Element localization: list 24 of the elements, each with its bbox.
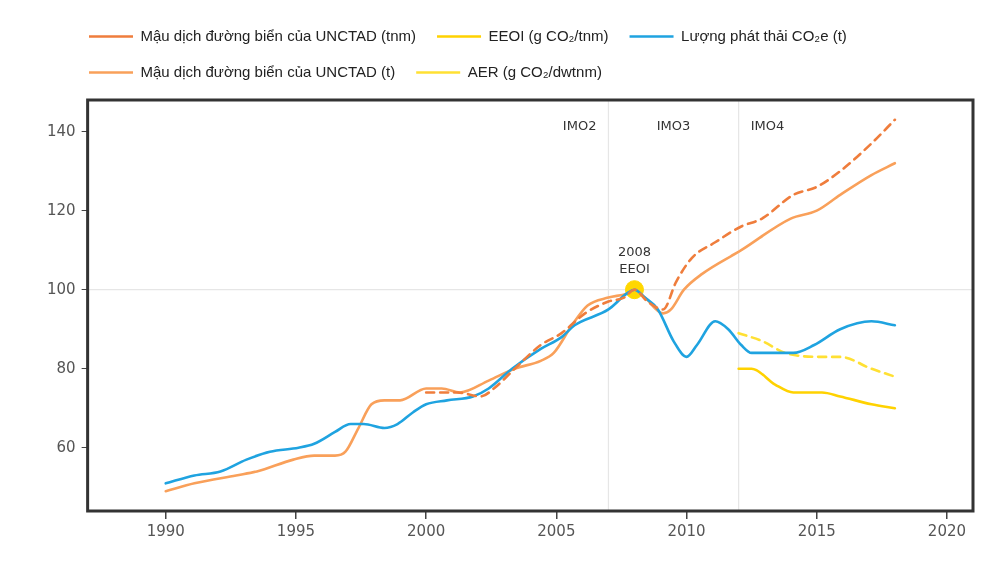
x-tick-label: 2005 (537, 521, 576, 540)
legend-label: EEOI (g CO₂/tnm) (488, 26, 609, 44)
x-tick-label: 1995 (276, 521, 316, 540)
x-tick-label: 2010 (667, 521, 706, 540)
x-tick-label: 2000 (407, 521, 446, 540)
annotation: IMO2 (562, 118, 597, 134)
x-tick-label: 2020 (927, 521, 967, 540)
annotation: IMO4 (750, 118, 785, 134)
line-series (737, 331, 897, 378)
y-tick-label: 80 (56, 358, 76, 377)
legend-label: Lượng phát thải CO₂e (t) (681, 26, 847, 44)
x-tick-label: 1990 (146, 521, 185, 540)
legend-label: Mậu dịch đường biển của UNCTAD (t) (140, 62, 396, 80)
line-series (424, 118, 897, 398)
legend-label: AER (g CO₂/dwtnm) (467, 62, 602, 80)
y-tick-label: 140 (46, 121, 76, 140)
x-tick-label: 2015 (797, 521, 836, 540)
line-series (737, 367, 897, 410)
y-tick-label: 60 (56, 437, 76, 456)
annotation: IMO3 (656, 118, 691, 134)
y-tick-label: 120 (46, 200, 76, 219)
legend-label: Mậu dịch đường biển của UNCTAD (tnm) (140, 26, 417, 44)
y-tick-label: 100 (46, 279, 76, 298)
annotation: 2008 EEOI (617, 243, 652, 276)
